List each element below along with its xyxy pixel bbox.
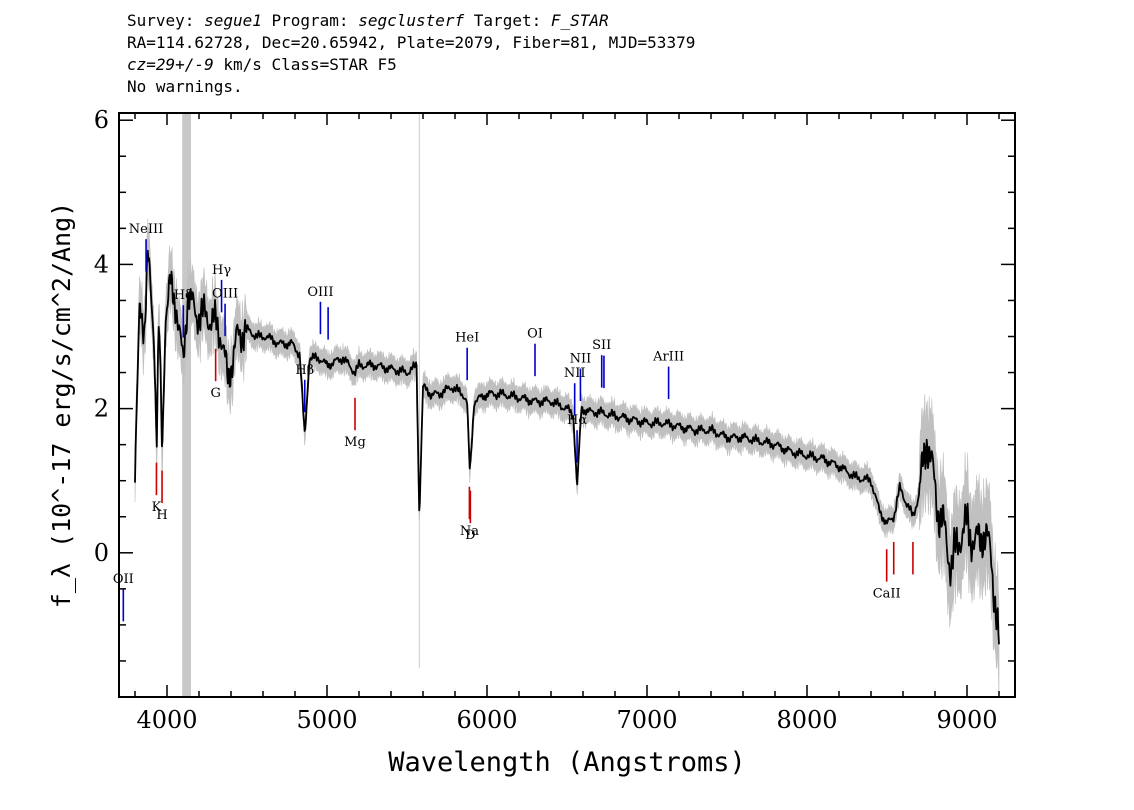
target-label: Target: [464,11,551,30]
survey-label: Survey: [127,11,205,30]
header-coords-line: RA=114.62728, Dec=20.65942, Plate=2079, … [127,33,696,52]
class-value: km/s Class=STAR F5 [213,55,397,74]
flux-series-line [134,249,1000,645]
absorption-line-label: Na [460,524,479,539]
y-axis-ticks: 0 2 4 6 [94,106,1015,662]
absorption-line-label: K [152,500,162,515]
y-tick-label: 4 [94,250,109,278]
error-band-area [134,218,1000,699]
emission-line-label: Hγ [212,263,231,278]
x-axis-ticks: 4000 5000 6000 7000 8000 9000 [134,113,1000,734]
emission-line-label: OIII [212,287,238,302]
emission-line-label: NeIII [129,222,163,237]
absorption-line-label: G [210,386,220,401]
emission-line-label: Hδ [174,288,193,303]
program-label: Program: [261,11,359,30]
emission-line-label: HeI [455,331,479,346]
emission-line-label: OII [113,572,134,587]
x-tick-label: 9000 [936,706,997,734]
x-tick-label: 7000 [616,706,677,734]
masked-band-rect [182,113,191,697]
x-tick-label: 8000 [776,706,837,734]
emission-line-label: Hβ [295,363,314,378]
y-tick-label: 6 [94,106,109,134]
x-axis-label: Wavelength (Angstroms) [388,747,746,778]
absorption-line-label: CaII [873,587,901,602]
absorption-line-label: D [465,528,475,543]
plot-frame [118,112,1016,698]
emission-line-label: Hα [567,413,587,428]
y-axis-label: f_λ (10^-17 erg/s/cm^2/Ang) [47,202,76,608]
absorption-line-label: Mg [344,435,366,450]
emission-line-label: NII [570,352,592,367]
x-tick-label: 4000 [136,706,197,734]
y-tick-label: 0 [94,539,109,567]
header-redshift-line: cz=29+/-9 km/s Class=STAR F5 [127,54,1027,76]
emission-line-label: OIII [307,285,333,300]
program-value: segclusterf [358,11,465,30]
survey-value: segue1 [204,11,262,30]
target-value: F_STAR [550,11,609,30]
masked-band [182,113,191,697]
error-band [134,218,1000,699]
header-survey-line: Survey: segue1 Program: segclusterf Targ… [127,10,1027,32]
emission-line-label: OI [527,327,543,342]
flux-line [134,249,1000,645]
x-tick-label: 6000 [456,706,517,734]
redshift-value: cz=29+/-9 [127,55,214,74]
header-warnings-line: No warnings. [127,77,243,96]
absorption-line-label: H [156,508,167,523]
emission-line-label: ArIII [652,350,684,365]
spectrum-header: Survey: segue1 Program: segclusterf Targ… [127,10,1027,98]
y-tick-label: 2 [94,395,109,423]
x-tick-label: 5000 [296,706,357,734]
emission-line-label: NII [564,366,586,381]
emission-line-label: SII [592,338,611,353]
